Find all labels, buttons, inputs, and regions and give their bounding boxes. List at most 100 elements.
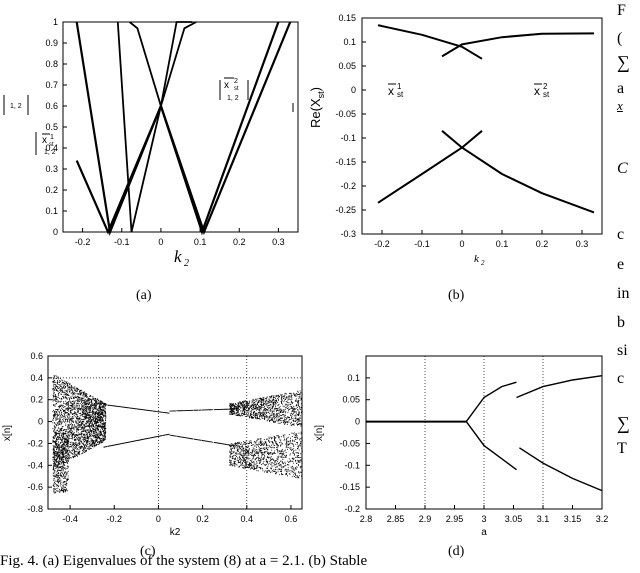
b-ytick-label: -0.2 xyxy=(340,181,356,191)
label1-main: x xyxy=(42,135,47,146)
a-xtick-label: 0.2 xyxy=(233,237,246,247)
d-ytick-label: -0.05 xyxy=(339,438,360,448)
a-ytick-label: 1 xyxy=(53,17,58,27)
label1-sup: 1 xyxy=(50,134,54,141)
c-ytick-label: 0.6 xyxy=(30,351,43,361)
b-ytick-label: -0.25 xyxy=(335,205,356,215)
b-series-line-4 xyxy=(441,130,595,214)
d-xtick-label: 2.8 xyxy=(360,514,373,524)
d-ytick-label: -0.1 xyxy=(344,460,360,470)
c-xtick-label: -0.4 xyxy=(62,514,78,524)
b-ytick-label: 0 xyxy=(351,85,356,95)
side-text-12: c xyxy=(617,370,625,387)
d-xtick-label: 3.05 xyxy=(505,514,523,524)
b-series-line-1 xyxy=(377,24,483,60)
c-xtick-label: 0.2 xyxy=(196,514,209,524)
b-xtick-label: 0.2 xyxy=(536,239,549,249)
a-ytick-label: 0.8 xyxy=(45,59,58,69)
label2-main: x xyxy=(224,80,229,91)
b-ytick-label: -0.3 xyxy=(340,229,356,239)
b-label1-main: x xyxy=(388,84,394,98)
side-text-5: x xyxy=(617,98,623,113)
a-ytick-label: 0.3 xyxy=(45,164,58,174)
side-text-2: ( xyxy=(617,30,623,47)
panel-d-caption: (d) xyxy=(448,544,465,559)
a-ytick-label: 0.9 xyxy=(45,38,58,48)
panel-c-xlabel: k2 xyxy=(170,527,181,538)
a-ytick-label: 0.2 xyxy=(45,185,58,195)
b-label2-sub: st xyxy=(543,90,550,99)
panel-d: 0.1 0.05 0 -0.05 -0.1 -0.15 -0.2 2.8 2.85 2.9 2.9… xyxy=(314,355,609,538)
d-ytick-label: -0.2 xyxy=(344,504,360,514)
d-xtick-label: 3.15 xyxy=(564,514,582,524)
b-label1-sup: 1 xyxy=(397,82,402,91)
a-ytick-label: 0.6 xyxy=(45,101,58,111)
a-xtick-label: -0.1 xyxy=(114,237,130,247)
b-series-line-2 xyxy=(441,32,595,58)
side-text-8: e xyxy=(617,256,625,273)
side-text-10: b xyxy=(617,314,625,331)
panel-a: 0 0.1 0.2 0.3 0.4 0.5 0.6 0.7 0.8 0.9 1 -0.2 -0.1 0 0… xyxy=(3,17,299,269)
panel-b: 0.150.10.050-0.05-0.1-0.15-0.2-0.25-0.3 … xyxy=(292,13,603,267)
a-series-line-1 xyxy=(75,21,292,236)
side-text-4: a xyxy=(617,80,625,97)
side-text-14: T xyxy=(617,440,627,457)
d-xtick-label: 3.2 xyxy=(596,514,609,524)
c-ytick-label: 0.4 xyxy=(30,373,43,383)
panel-b-caption: (b) xyxy=(448,288,465,303)
a-xtick-label: 0.1 xyxy=(194,237,207,247)
panel-d-frame xyxy=(365,355,603,510)
d-xtick-label: 2.85 xyxy=(387,514,405,524)
panel-a-caption: (a) xyxy=(136,288,152,303)
a-series-line-3 xyxy=(116,21,193,233)
b-xtick-label: -0.1 xyxy=(414,239,430,249)
panel-c-ylabel: x[n] xyxy=(2,425,13,441)
b-xtick-label: 0.3 xyxy=(576,239,589,249)
b-series-line-3 xyxy=(377,130,483,204)
d-ytick-label: 0.05 xyxy=(342,395,360,405)
a-ytick-label: 0.7 xyxy=(45,80,58,90)
label1-sub-st: st xyxy=(49,142,54,148)
c-ytick-label: -0.6 xyxy=(27,482,43,492)
panel-b-frame xyxy=(361,17,603,235)
panel-a-xlabel: k xyxy=(174,247,182,266)
d-ytick-label: 0.1 xyxy=(347,373,360,383)
side-text-13: ∑ xyxy=(617,413,630,433)
d-series-line-5 xyxy=(519,447,603,492)
b-ytick-label: 0.05 xyxy=(338,61,356,71)
b-ytick-label: -0.15 xyxy=(335,157,356,167)
panel-c-caption: (c) xyxy=(140,544,156,559)
c-scatter-points xyxy=(52,375,303,494)
d-xtick-label: 3 xyxy=(481,514,486,524)
side-text-7: c xyxy=(617,226,625,243)
panel-d-ylabel: x[n] xyxy=(314,425,325,441)
b-ytick-label: 0.15 xyxy=(338,13,356,23)
panel-a-frame xyxy=(62,21,299,233)
b-ytick-label: -0.1 xyxy=(340,133,356,143)
side-text-11: si xyxy=(617,342,628,359)
a-ytick-label: 0.1 xyxy=(45,206,58,216)
panel-c-frame xyxy=(47,355,303,510)
d-series-line-4 xyxy=(516,375,603,399)
panel-c: 0.6 0.4 0.2 0 -0.2 -0.4 -0.6 -0.8 -0.4 -0.2 0 0.2 0… xyxy=(2,351,303,538)
b-label2-sup: 2 xyxy=(543,82,548,91)
b-xtick-label: -0.2 xyxy=(374,239,390,249)
a-xtick-label: 0 xyxy=(158,237,163,247)
b-ytick-label: 0.1 xyxy=(343,37,356,47)
d-xtick-label: 2.95 xyxy=(446,514,464,524)
a-series-line-4 xyxy=(129,21,197,110)
d-xtick-label: 2.9 xyxy=(419,514,432,524)
a-xtick-label: -0.2 xyxy=(75,237,91,247)
b-label1-sub: st xyxy=(397,90,404,99)
b-ytick-label: -0.05 xyxy=(335,109,356,119)
svg-text:Re(Xst): Re(Xst) xyxy=(308,87,326,128)
panel-b-xlabel-sub: 2 xyxy=(481,259,485,267)
c-xtick-label: 0.4 xyxy=(241,514,254,524)
panel-a-xlabel-sub: 2 xyxy=(184,258,189,269)
side-text-3: ∑ xyxy=(617,52,630,72)
panel-d-xlabel: a xyxy=(481,527,487,538)
c-ytick-label: 0 xyxy=(38,417,43,427)
panel-a-ylabel-sub: 1, 2 xyxy=(10,103,22,110)
panel-b-ylabel: Re(X xyxy=(308,98,323,128)
